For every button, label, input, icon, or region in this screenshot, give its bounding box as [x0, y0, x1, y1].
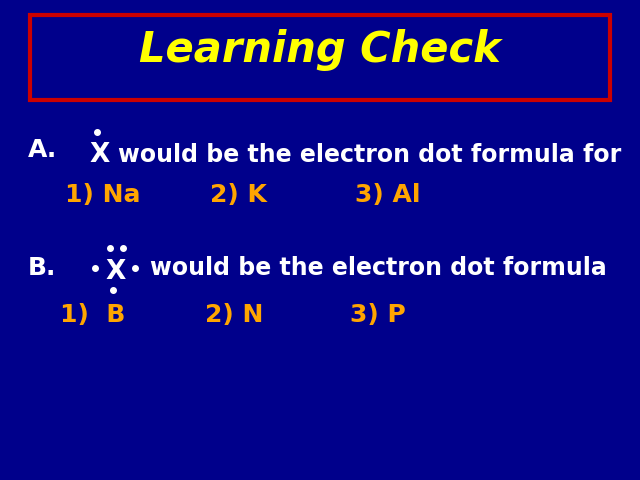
Text: B.: B. [28, 256, 56, 280]
Text: 2) N: 2) N [205, 303, 264, 327]
Text: X: X [90, 142, 110, 168]
Text: A.: A. [28, 138, 57, 162]
Text: 1) Na: 1) Na [65, 183, 141, 207]
Text: X: X [105, 259, 125, 285]
Text: 3) Al: 3) Al [355, 183, 420, 207]
Text: Learning Check: Learning Check [139, 29, 501, 71]
FancyBboxPatch shape [30, 15, 610, 100]
Text: would be the electron dot formula for: would be the electron dot formula for [118, 143, 621, 167]
Text: 1)  B: 1) B [60, 303, 125, 327]
Text: 3) P: 3) P [350, 303, 406, 327]
Text: 2) K: 2) K [210, 183, 267, 207]
Text: would be the electron dot formula: would be the electron dot formula [150, 256, 607, 280]
